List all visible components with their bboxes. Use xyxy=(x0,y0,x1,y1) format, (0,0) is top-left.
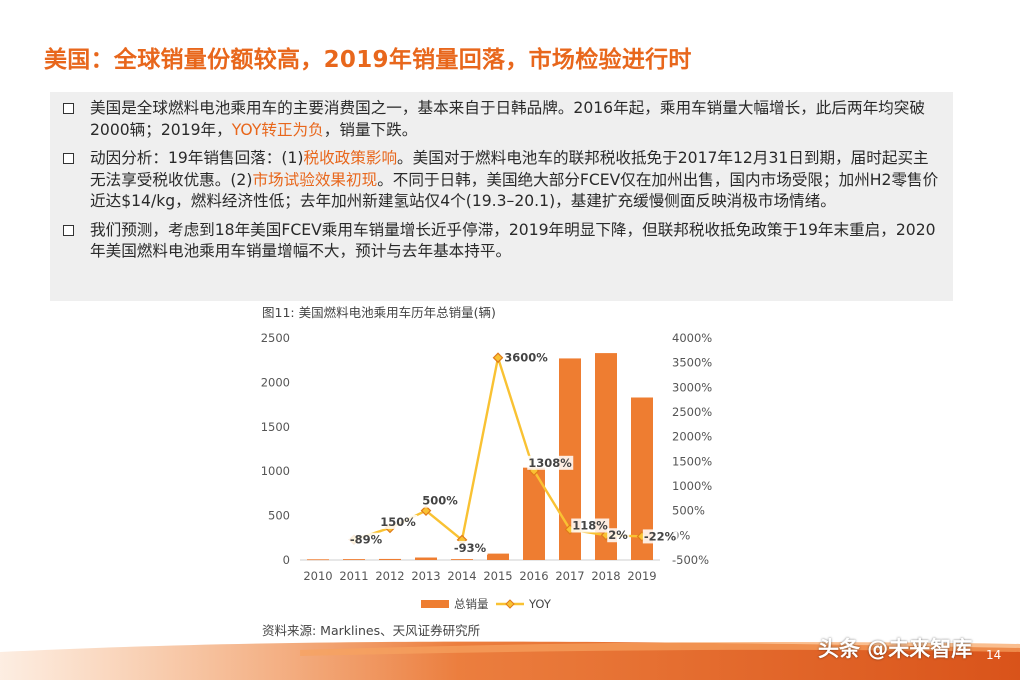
bullet-highlight: YOY转正为负 xyxy=(231,120,324,139)
data-label: 1308% xyxy=(528,456,572,470)
x-tick: 2019 xyxy=(627,569,656,583)
bullet-text: 我们预测，考虑到18年美国FCEV乘用车销量增长近乎停滞，2019年明显下降，但… xyxy=(90,220,936,261)
data-label-bg xyxy=(379,514,418,529)
data-label: 150% xyxy=(380,515,416,529)
y-tick-right: 4000% xyxy=(672,331,712,345)
data-label: -89% xyxy=(350,533,383,547)
data-label-bg xyxy=(527,455,574,470)
data-label: -22% xyxy=(644,529,677,543)
bullet-item: 美国是全球燃料电池乘用车的主要消费国之一，基本来自于日韩品牌。2016年起，乘用… xyxy=(62,98,941,141)
data-label: 118% xyxy=(572,519,608,533)
data-label: 3600% xyxy=(504,351,548,365)
data-label: 500% xyxy=(422,494,458,508)
legend-marker-icon xyxy=(505,599,515,609)
x-tick: 2010 xyxy=(303,569,332,583)
data-label: -93% xyxy=(454,541,487,555)
page-number: 14 xyxy=(986,648,1002,662)
page-title: 美国：全球销量份额较高，2019年销量回落，市场检验进行时 xyxy=(44,47,692,73)
x-tick: 2016 xyxy=(519,569,548,583)
y-tick-left: 0 xyxy=(283,553,290,567)
watermark-text: 头条 @未来智库 xyxy=(818,637,973,661)
figure-caption: 图11: 美国燃料电池乘用车历年总销量(辆) xyxy=(262,305,496,320)
x-tick: 2013 xyxy=(411,569,440,583)
bar-2016 xyxy=(523,467,545,560)
x-tick: 2018 xyxy=(591,569,620,583)
y-tick-left: 500 xyxy=(268,509,290,523)
x-tick: 2015 xyxy=(483,569,512,583)
bullet-text: 。不同于日韩，美国绝大部分FCEV仅在加州出售，国内市场受限；加州H2零售价近达… xyxy=(90,170,939,211)
data-label-bg xyxy=(503,350,550,365)
bar-2014 xyxy=(451,559,473,560)
bullet-panel: 美国是全球燃料电池乘用车的主要消费国之一，基本来自于日韩品牌。2016年起，乘用… xyxy=(50,92,953,301)
bullet-highlight: 税收政策影响 xyxy=(303,149,398,167)
y-tick-right: 1500% xyxy=(672,454,712,468)
bar-2010 xyxy=(307,559,329,561)
data-label-bg xyxy=(348,532,384,547)
y-tick-left: 2500 xyxy=(261,331,290,345)
checkbox-bullet-icon xyxy=(63,224,74,236)
y-tick-right: 3000% xyxy=(672,380,712,394)
source-note: 资料来源: Marklines、天风证券研究所 xyxy=(262,623,481,638)
yoy-point-2015 xyxy=(492,352,504,364)
y-tick-right: -500% xyxy=(672,553,709,567)
bullet-item: 我们预测，考虑到18年美国FCEV乘用车销量增长近乎停滞，2019年明显下降，但… xyxy=(62,220,941,263)
bar-2019 xyxy=(631,397,653,560)
x-tick: 2014 xyxy=(447,569,476,583)
bullet-text: 动因分析：19年销售回落：(1) xyxy=(90,149,304,167)
y-tick-right: 2500% xyxy=(672,405,712,419)
bullet-text: ，销量下跌。 xyxy=(323,120,418,139)
data-label: 2% xyxy=(608,528,628,542)
checkbox-bullet-icon xyxy=(63,153,74,164)
y-tick-right: 2000% xyxy=(672,430,712,444)
data-label-bg xyxy=(571,518,610,533)
bar-2018 xyxy=(595,353,617,560)
yoy-point-2013 xyxy=(420,505,432,517)
x-tick: 2011 xyxy=(339,569,368,583)
x-tick: 2012 xyxy=(375,569,404,583)
y-tick-left: 1000 xyxy=(261,464,290,478)
bullet-highlight: 市场试验效果初现 xyxy=(252,170,378,189)
data-label-bg xyxy=(452,540,488,555)
x-tick: 2017 xyxy=(555,569,584,583)
data-label-bg xyxy=(642,529,678,544)
legend-label: 总销量 xyxy=(454,597,489,611)
bullet-text: 。美国对于燃料电池车的联邦税收抵免于2017年12月31日到期，届时起买主无法享… xyxy=(90,149,929,189)
checkbox-bullet-icon xyxy=(63,103,74,114)
y-tick-right: 500% xyxy=(672,504,705,518)
y-tick-right: 1000% xyxy=(672,479,712,493)
data-label-bg xyxy=(421,493,460,508)
bar-2015 xyxy=(487,553,509,560)
legend-swatch-bar xyxy=(421,600,449,608)
legend-label: YOY xyxy=(528,597,552,611)
y-tick-left: 1500 xyxy=(261,420,290,434)
data-label-bg xyxy=(607,528,630,543)
bullet-item: 动因分析：19年销售回落：(1)税收政策影响。美国对于燃料电池车的联邦税收抵免于… xyxy=(62,148,941,213)
bar-2013 xyxy=(415,557,437,560)
y-tick-left: 2000 xyxy=(261,375,290,389)
footer-band xyxy=(0,641,1020,680)
bar-2012 xyxy=(379,558,401,560)
bar-2011 xyxy=(343,559,365,560)
bullet-text: 美国是全球燃料电池乘用车的主要消费国之一，基本来自于日韩品牌。2016年起，乘用… xyxy=(90,99,925,139)
y-tick-right: 3500% xyxy=(672,356,712,370)
